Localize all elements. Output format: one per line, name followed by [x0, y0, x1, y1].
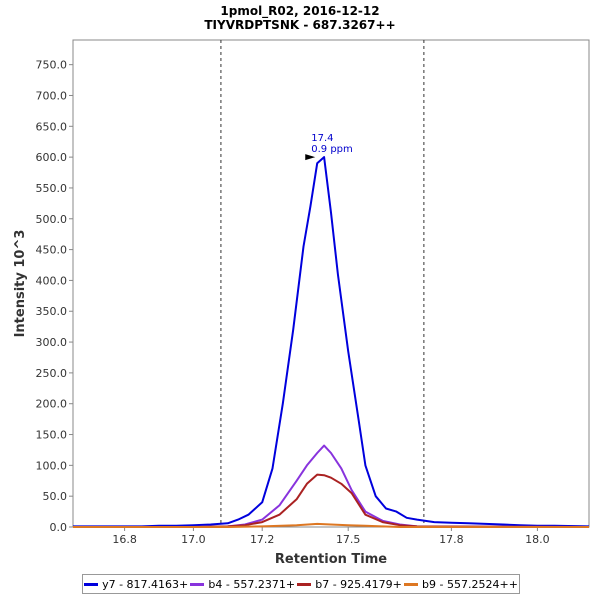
peak-annotation: 17.40.9 ppm	[305, 133, 353, 161]
plot-area	[72, 39, 590, 528]
legend-item-3: b9 - 557.2524++	[404, 578, 518, 591]
series-line-3	[73, 522, 589, 528]
legend-swatch	[297, 582, 312, 586]
series-line-0	[73, 156, 590, 528]
chart-legend: y7 - 817.4163+ b4 - 557.2371+ b7 - 925.417…	[82, 574, 520, 594]
legend-swatch	[404, 582, 419, 586]
legend-label: b4 - 557.2371+	[208, 577, 296, 591]
legend-label: y7 - 817.4163+	[102, 577, 189, 591]
legend-item-1: b4 - 557.2371+	[190, 578, 295, 591]
y-tick-label: 350.0	[36, 305, 68, 318]
legend-item-2: b7 - 925.4179+	[297, 578, 402, 591]
y-tick-label: 550.0	[36, 182, 68, 195]
y-tick-label: 400.0	[36, 274, 68, 287]
x-tick-label: 16.8	[112, 533, 137, 546]
y-tick-label: 650.0	[36, 120, 68, 133]
y-tick-label: 50.0	[43, 490, 68, 503]
x-tick-label: 17.5	[336, 533, 361, 546]
x-axis-label: Retention Time	[275, 552, 387, 567]
x-tick-label: 17.8	[439, 533, 464, 546]
legend-swatch	[84, 582, 99, 586]
peak-marker-icon	[305, 154, 316, 161]
x-tick-label: 17.0	[181, 533, 206, 546]
peak-time-label: 17.4	[311, 133, 333, 144]
y-tick-label: 300.0	[36, 336, 68, 349]
legend-swatch	[190, 582, 205, 586]
y-tick-label: 450.0	[36, 244, 68, 257]
x-axis-ticks: 16.8 17.0 17.2 17.5 17.8 18.0	[112, 527, 550, 546]
series-group	[73, 156, 590, 528]
y-axis-ticks: 0.0 50.0 100.0 150.0 200.0 250.0 300.0 350.0 400…	[36, 59, 73, 534]
legend-label: b7 - 925.4179+	[315, 577, 402, 591]
peak-ppm-label: 0.9 ppm	[311, 144, 353, 155]
legend-item-0: y7 - 817.4163+	[84, 578, 188, 591]
y-tick-label: 0.0	[50, 521, 68, 534]
x-tick-label: 17.2	[250, 533, 275, 546]
y-tick-label: 600.0	[36, 151, 68, 164]
y-tick-label: 500.0	[36, 213, 68, 226]
y-tick-label: 150.0	[36, 429, 68, 442]
y-tick-label: 200.0	[36, 398, 68, 411]
y-axis-label: Intensity 10^3	[13, 230, 28, 338]
y-tick-label: 750.0	[36, 59, 68, 72]
y-tick-label: 700.0	[36, 89, 68, 102]
y-tick-label: 250.0	[36, 367, 68, 380]
legend-label: b9 - 557.2524++	[422, 577, 518, 591]
y-tick-label: 100.0	[36, 459, 68, 472]
series-line-2	[73, 473, 590, 528]
chart-subtitle: TIYVRDPTSNK - 687.3267++	[204, 18, 396, 32]
x-tick-label: 18.0	[525, 533, 550, 546]
chart-title: 1pmol_R02, 2016-12-12	[220, 4, 380, 18]
